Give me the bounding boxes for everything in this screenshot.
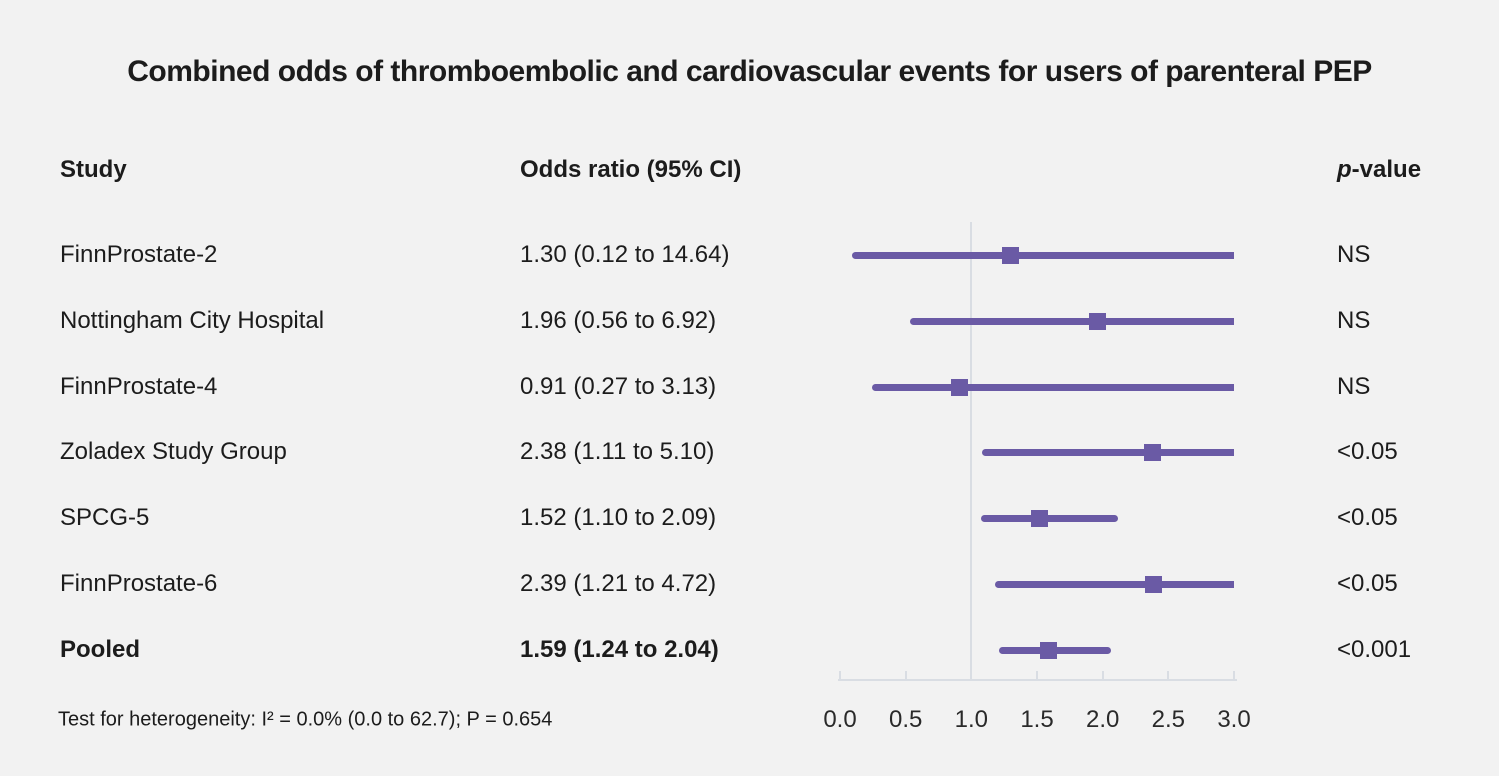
column-header-study: Study xyxy=(60,156,127,183)
axis-tick-label: 1.5 xyxy=(1020,706,1054,733)
axis-tick-label: 0.5 xyxy=(888,706,923,733)
odds-ratio-ci-text: 1.52 (1.10 to 2.09) xyxy=(520,504,717,531)
p-value-text: <0.05 xyxy=(1337,504,1398,531)
reference-line-or-1 xyxy=(970,222,972,680)
axis-tick-mark xyxy=(839,671,841,679)
odds-ratio-ci-text: 1.59 (1.24 to 2.04) xyxy=(520,636,719,663)
axis-tick-mark xyxy=(970,671,973,679)
p-value-text: <0.05 xyxy=(1337,438,1398,465)
odds-ratio-marker xyxy=(1031,509,1049,527)
confidence-interval-bar xyxy=(982,448,1234,456)
study-name: Pooled xyxy=(60,636,141,663)
axis-tick-mark xyxy=(904,671,907,679)
odds-ratio-marker xyxy=(1088,312,1106,330)
odds-ratio-ci-text: 1.30 (0.12 to 14.64) xyxy=(520,241,730,268)
odds-ratio-ci-text: 2.39 (1.21 to 4.72) xyxy=(520,570,717,597)
confidence-interval-bar xyxy=(995,580,1234,588)
axis-tick-mark xyxy=(1167,671,1170,679)
axis-tick-label: 3.0 xyxy=(1217,706,1251,733)
odds-ratio-marker xyxy=(1002,246,1020,264)
axis-tick-label: 0.0 xyxy=(823,706,857,733)
axis-tick-label: 2.0 xyxy=(1085,706,1120,733)
odds-ratio-ci-text: 0.91 (0.27 to 3.13) xyxy=(520,373,717,400)
axis-tick-label: 1.0 xyxy=(954,706,989,733)
study-name: FinnProstate-6 xyxy=(60,570,218,597)
p-value-text: <0.05 xyxy=(1337,570,1398,597)
study-name: FinnProstate-2 xyxy=(60,241,218,268)
odds-ratio-marker xyxy=(1040,641,1058,659)
confidence-interval-bar xyxy=(871,383,1234,391)
confidence-interval-bar xyxy=(910,317,1234,325)
p-value-text: NS xyxy=(1337,373,1371,400)
confidence-interval-bar xyxy=(852,251,1234,259)
axis-tick-mark xyxy=(1036,671,1038,679)
axis-tick-label: 2.5 xyxy=(1151,706,1186,733)
odds-ratio-marker xyxy=(1144,443,1162,461)
p-value-header-italic-p: p xyxy=(1337,156,1352,183)
study-name: FinnProstate-4 xyxy=(60,373,218,400)
odds-ratio-ci-text: 2.38 (1.11 to 5.10) xyxy=(520,438,715,465)
odds-ratio-marker xyxy=(951,378,968,396)
study-name: Zoladex Study Group xyxy=(60,438,287,465)
x-axis-line xyxy=(838,679,1237,681)
odds-ratio-ci-text: 1.96 (0.56 to 6.92) xyxy=(520,307,717,334)
study-name: Nottingham City Hospital xyxy=(60,307,325,334)
heterogeneity-footnote: Test for heterogeneity: I² = 0.0% (0.0 t… xyxy=(58,708,553,731)
p-value-text: NS xyxy=(1337,307,1371,334)
p-value-header-rest: -value xyxy=(1351,156,1422,183)
p-value-text: <0.001 xyxy=(1337,636,1412,663)
confidence-interval-bar xyxy=(980,514,1118,522)
chart-title: Combined odds of thromboembolic and card… xyxy=(127,55,1372,88)
odds-ratio-marker xyxy=(1145,575,1163,593)
study-name: SPCG-5 xyxy=(60,504,150,531)
axis-tick-mark xyxy=(1233,671,1235,679)
column-header-p-value: p-value xyxy=(1337,156,1421,184)
column-header-odds-ratio: Odds ratio (95% CI) xyxy=(520,156,742,183)
p-value-text: NS xyxy=(1337,241,1371,268)
axis-tick-mark xyxy=(1101,671,1104,679)
